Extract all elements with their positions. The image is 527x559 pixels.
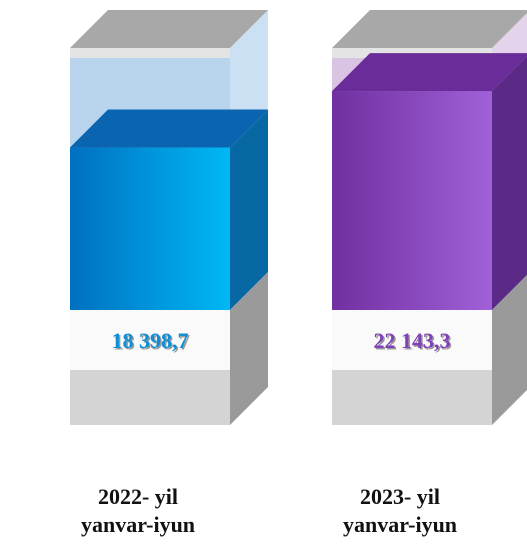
bar-top — [70, 109, 268, 148]
pedestal-gray — [70, 370, 230, 425]
value-label: 18 398,7 — [112, 328, 189, 353]
pedestal-side — [492, 275, 527, 425]
pedestal-side — [230, 272, 268, 425]
bar — [332, 91, 492, 310]
container-rim — [70, 48, 230, 58]
category-label: 2022- yil yanvar-iyun — [80, 484, 196, 537]
bar-top — [332, 53, 527, 92]
bar-side — [492, 56, 527, 310]
value-label: 22 143,3 — [374, 328, 451, 353]
pedestal-white — [332, 310, 492, 370]
category-label: 2023- yil yanvar-iyun — [342, 484, 458, 537]
bar — [70, 147, 230, 310]
container-rim — [332, 48, 492, 58]
pedestal-gray — [332, 370, 492, 425]
value-label-shadow: 18 398,7 — [113, 330, 190, 355]
bar-side — [230, 109, 268, 310]
container-top — [70, 10, 268, 48]
value-label-shadow: 22 143,3 — [375, 330, 452, 355]
container-top — [332, 10, 527, 48]
pedestal-white — [70, 310, 230, 370]
